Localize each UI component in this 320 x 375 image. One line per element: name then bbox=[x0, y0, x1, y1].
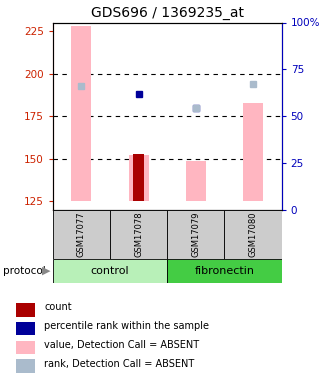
Text: GSM17079: GSM17079 bbox=[191, 211, 200, 257]
Title: GDS696 / 1369235_at: GDS696 / 1369235_at bbox=[91, 6, 244, 20]
Bar bbox=[53, 210, 110, 259]
Text: value, Detection Call = ABSENT: value, Detection Call = ABSENT bbox=[44, 340, 199, 350]
Bar bbox=[16, 322, 35, 335]
Text: GSM17080: GSM17080 bbox=[249, 211, 258, 257]
Bar bbox=[167, 210, 224, 259]
Bar bbox=[16, 359, 35, 373]
Text: control: control bbox=[91, 266, 129, 276]
Bar bbox=[243, 103, 263, 201]
Bar bbox=[16, 303, 35, 316]
Bar bbox=[133, 154, 144, 201]
Bar bbox=[186, 160, 206, 201]
Text: fibronectin: fibronectin bbox=[195, 266, 254, 276]
Text: percentile rank within the sample: percentile rank within the sample bbox=[44, 321, 209, 331]
Text: GSM17078: GSM17078 bbox=[134, 211, 143, 257]
Text: count: count bbox=[44, 303, 72, 312]
Bar bbox=[167, 259, 282, 283]
Text: ▶: ▶ bbox=[42, 266, 50, 276]
Bar bbox=[224, 210, 282, 259]
Bar bbox=[53, 259, 167, 283]
Bar bbox=[129, 156, 148, 201]
Text: GSM17077: GSM17077 bbox=[77, 211, 86, 257]
Text: protocol: protocol bbox=[3, 266, 46, 276]
Bar bbox=[16, 340, 35, 354]
Bar bbox=[71, 26, 92, 201]
Text: rank, Detection Call = ABSENT: rank, Detection Call = ABSENT bbox=[44, 359, 195, 369]
Bar bbox=[110, 210, 167, 259]
